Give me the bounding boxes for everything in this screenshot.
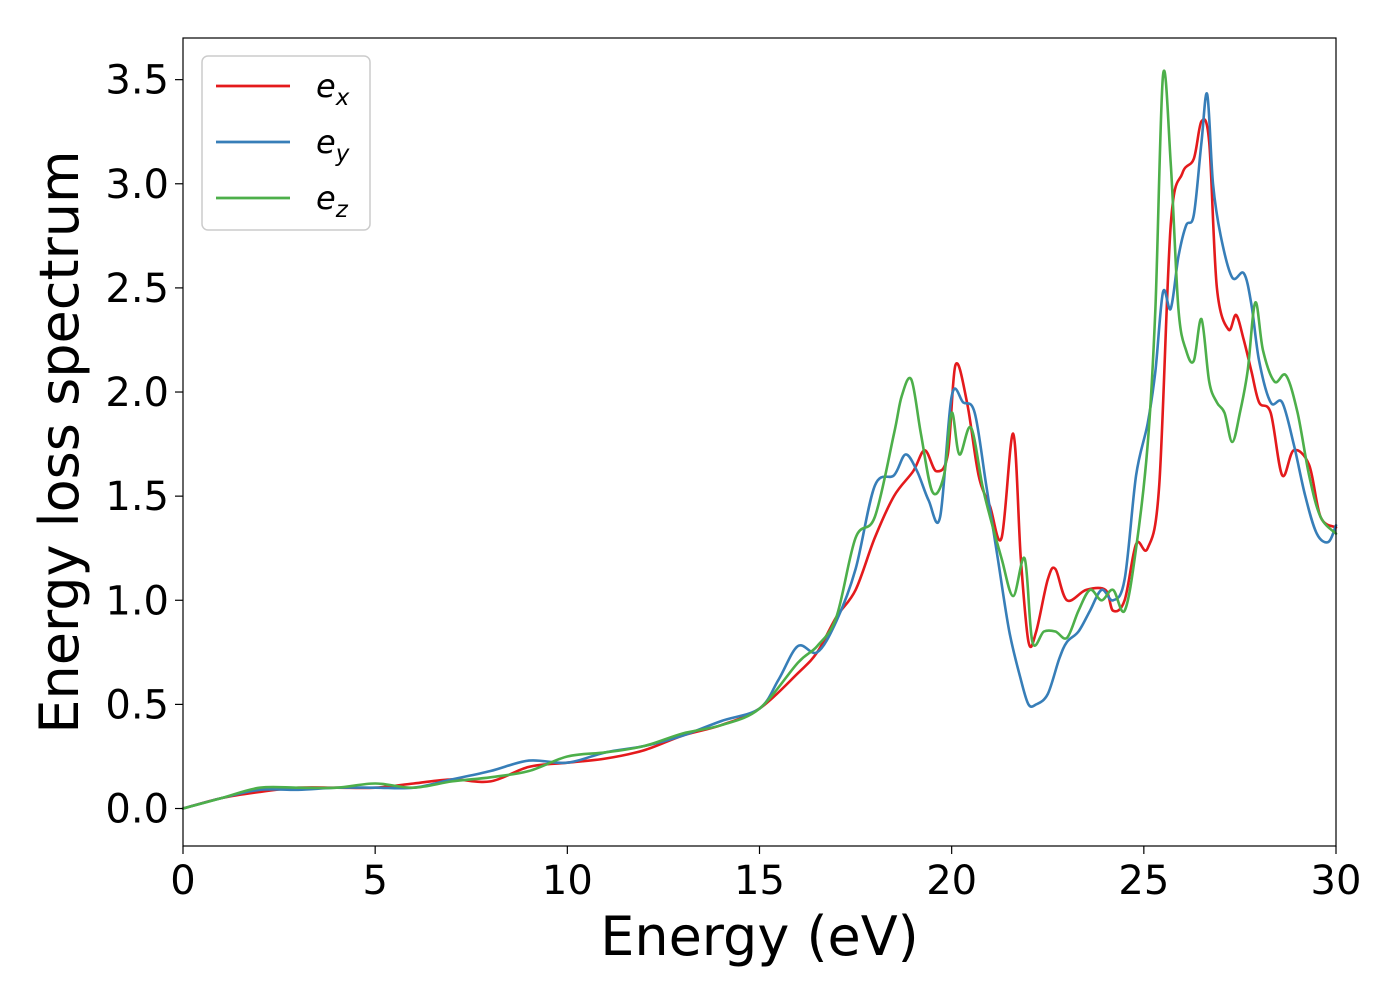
y-tick-label: 3.5 [105,58,169,104]
x-tick-label: 10 [542,858,593,904]
y-tick-label: 1.5 [105,474,169,520]
legend-label-ez: ez [316,179,349,223]
series-layer [181,69,1338,810]
y-tick-label: 0.5 [105,682,169,728]
y-axis-label: Energy loss spectrum [28,150,91,733]
x-tick-label: 0 [170,858,195,904]
y-tick-label: 2.0 [105,370,169,416]
series-line-ex [181,118,1338,810]
x-tick-label: 25 [1118,858,1169,904]
y-tick-label: 2.5 [105,266,169,312]
x-tick-label: 20 [926,858,977,904]
x-tick-label: 15 [734,858,785,904]
legend: ex ey ez [201,55,371,231]
legend-label-ex: ex [316,67,350,111]
x-tick-label: 30 [1311,858,1362,904]
legend-label-ey: ey [316,123,350,167]
x-axis-label: Energy (eV) [600,905,919,968]
y-tick-label: 0.0 [105,787,169,833]
series-line-ez [181,69,1338,810]
x-tick-label: 5 [362,858,387,904]
x-axis: 0 5 10 15 20 25 30 [170,846,1361,904]
y-axis: 0.0 0.5 1.0 1.5 2.0 2.5 3.0 3.5 [105,58,183,833]
y-tick-label: 1.0 [105,578,169,624]
y-tick-label: 3.0 [105,162,169,208]
